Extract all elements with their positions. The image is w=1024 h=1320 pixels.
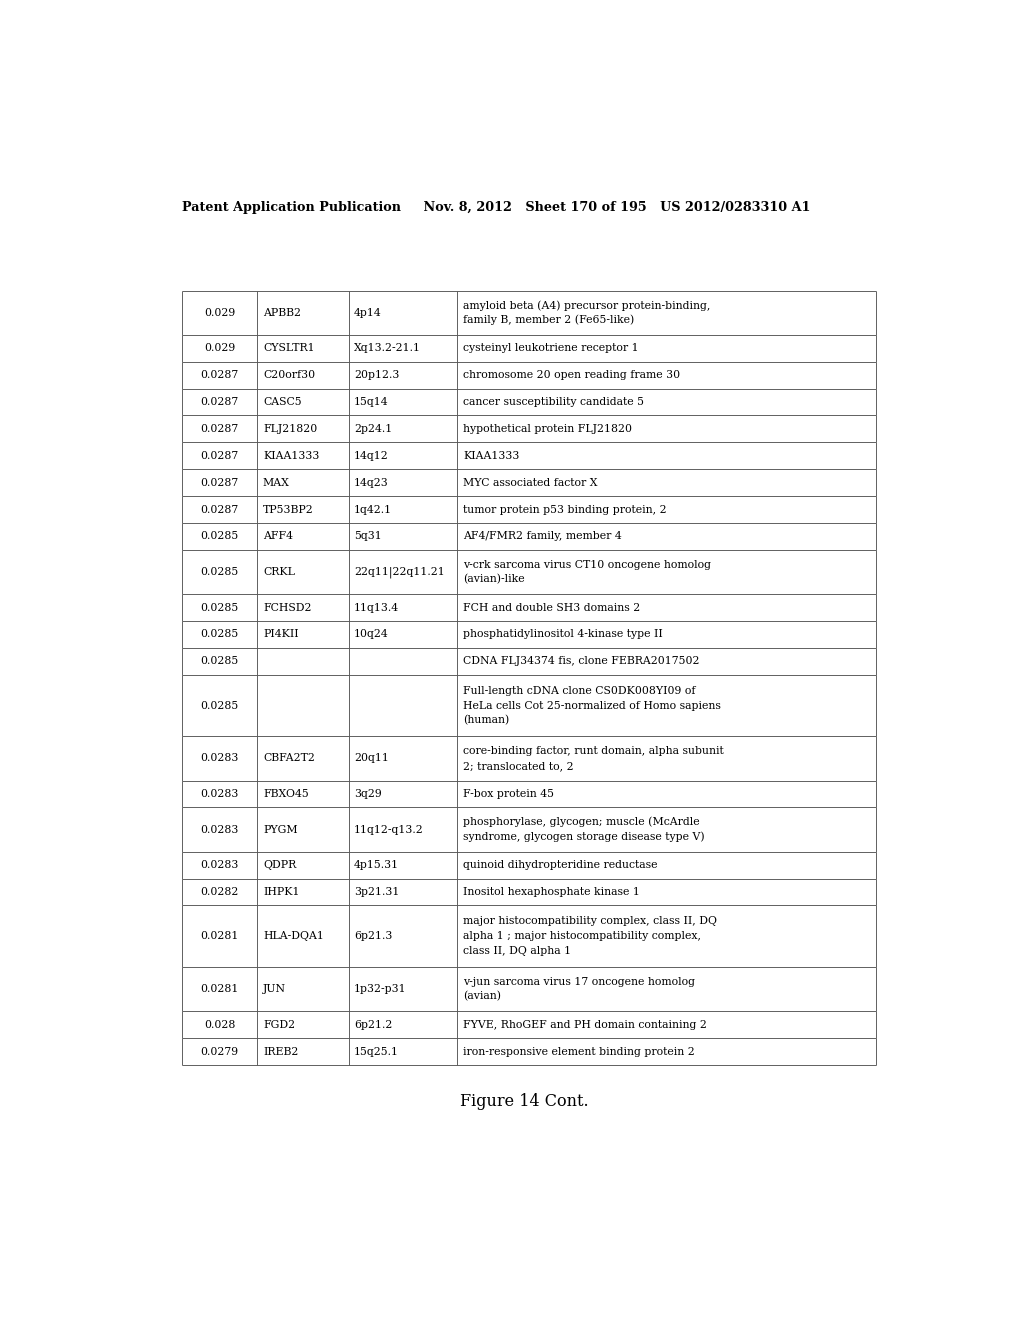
Text: KIAA1333: KIAA1333: [263, 450, 319, 461]
Text: 0.0283: 0.0283: [201, 861, 239, 870]
Text: TP53BP2: TP53BP2: [263, 504, 313, 515]
Text: v-jun sarcoma virus 17 oncogene homolog: v-jun sarcoma virus 17 oncogene homolog: [463, 977, 695, 987]
Text: FCH and double SH3 domains 2: FCH and double SH3 domains 2: [463, 602, 640, 612]
Text: MYC associated factor X: MYC associated factor X: [463, 478, 597, 487]
Text: syndrome, glycogen storage disease type V): syndrome, glycogen storage disease type …: [463, 832, 705, 842]
Text: FGD2: FGD2: [263, 1019, 295, 1030]
Text: AF4/FMR2 family, member 4: AF4/FMR2 family, member 4: [463, 532, 622, 541]
Text: 0.0285: 0.0285: [201, 568, 239, 577]
Text: 0.0287: 0.0287: [201, 478, 239, 487]
Text: tumor protein p53 binding protein, 2: tumor protein p53 binding protein, 2: [463, 504, 667, 515]
Text: cancer susceptibility candidate 5: cancer susceptibility candidate 5: [463, 397, 644, 407]
Text: CBFA2T2: CBFA2T2: [263, 754, 314, 763]
Text: 10q24: 10q24: [354, 630, 389, 639]
Text: MAX: MAX: [263, 478, 290, 487]
Text: FBXO45: FBXO45: [263, 789, 308, 799]
Text: amyloid beta (A4) precursor protein-binding,: amyloid beta (A4) precursor protein-bind…: [463, 300, 711, 310]
Text: CDNA FLJ34374 fis, clone FEBRA2017502: CDNA FLJ34374 fis, clone FEBRA2017502: [463, 656, 699, 667]
Text: 4p14: 4p14: [354, 308, 382, 318]
Text: 0.0285: 0.0285: [201, 602, 239, 612]
Text: HeLa cells Cot 25-normalized of Homo sapiens: HeLa cells Cot 25-normalized of Homo sap…: [463, 701, 721, 710]
Text: family B, member 2 (Fe65-like): family B, member 2 (Fe65-like): [463, 314, 634, 325]
Text: 0.0283: 0.0283: [201, 754, 239, 763]
Text: 11q12-q13.2: 11q12-q13.2: [354, 825, 424, 834]
Text: QDPR: QDPR: [263, 861, 296, 870]
Text: hypothetical protein FLJ21820: hypothetical protein FLJ21820: [463, 424, 632, 434]
Text: 0.0285: 0.0285: [201, 701, 239, 710]
Text: 0.0281: 0.0281: [201, 985, 239, 994]
Text: 0.0285: 0.0285: [201, 532, 239, 541]
Text: 14q12: 14q12: [354, 450, 389, 461]
Text: Patent Application Publication     Nov. 8, 2012   Sheet 170 of 195   US 2012/028: Patent Application Publication Nov. 8, 2…: [182, 201, 810, 214]
Text: 2; translocated to, 2: 2; translocated to, 2: [463, 760, 573, 771]
Text: (avian)-like: (avian)-like: [463, 574, 524, 585]
Text: 0.028: 0.028: [204, 1019, 236, 1030]
Text: PI4KII: PI4KII: [263, 630, 299, 639]
Text: 0.0282: 0.0282: [201, 887, 239, 898]
Text: 0.0281: 0.0281: [201, 931, 239, 941]
Text: AFF4: AFF4: [263, 532, 293, 541]
Text: 0.0283: 0.0283: [201, 825, 239, 834]
Text: FCHSD2: FCHSD2: [263, 602, 311, 612]
Text: KIAA1333: KIAA1333: [463, 450, 519, 461]
Text: Xq13.2-21.1: Xq13.2-21.1: [354, 343, 421, 354]
Text: iron-responsive element binding protein 2: iron-responsive element binding protein …: [463, 1047, 694, 1056]
Text: 22q11|22q11.21: 22q11|22q11.21: [354, 566, 444, 578]
Text: core-binding factor, runt domain, alpha subunit: core-binding factor, runt domain, alpha …: [463, 746, 724, 756]
Text: Figure 14 Cont.: Figure 14 Cont.: [461, 1093, 589, 1110]
Text: 0.0287: 0.0287: [201, 424, 239, 434]
Text: phosphorylase, glycogen; muscle (McArdle: phosphorylase, glycogen; muscle (McArdle: [463, 817, 699, 828]
Text: 0.0285: 0.0285: [201, 656, 239, 667]
Text: 0.029: 0.029: [204, 343, 236, 354]
Text: FLJ21820: FLJ21820: [263, 424, 317, 434]
Text: 6p21.3: 6p21.3: [354, 931, 392, 941]
Text: 0.0283: 0.0283: [201, 789, 239, 799]
Text: quinoid dihydropteridine reductase: quinoid dihydropteridine reductase: [463, 861, 657, 870]
Text: alpha 1 ; major histocompatibility complex,: alpha 1 ; major histocompatibility compl…: [463, 931, 700, 941]
Text: C20orf30: C20orf30: [263, 370, 315, 380]
Text: 20q11: 20q11: [354, 754, 389, 763]
Text: major histocompatibility complex, class II, DQ: major histocompatibility complex, class …: [463, 916, 717, 927]
Text: 5q31: 5q31: [354, 532, 382, 541]
Text: phosphatidylinositol 4-kinase type II: phosphatidylinositol 4-kinase type II: [463, 630, 663, 639]
Text: (avian): (avian): [463, 991, 501, 1002]
Text: 15q25.1: 15q25.1: [354, 1047, 399, 1056]
Text: 15q14: 15q14: [354, 397, 389, 407]
Text: F-box protein 45: F-box protein 45: [463, 789, 554, 799]
Text: 3q29: 3q29: [354, 789, 382, 799]
Text: Inositol hexaphosphate kinase 1: Inositol hexaphosphate kinase 1: [463, 887, 640, 898]
Text: 0.0279: 0.0279: [201, 1047, 239, 1056]
Text: APBB2: APBB2: [263, 308, 301, 318]
Text: 0.0287: 0.0287: [201, 450, 239, 461]
Text: v-crk sarcoma virus CT10 oncogene homolog: v-crk sarcoma virus CT10 oncogene homolo…: [463, 560, 711, 570]
Text: JUN: JUN: [263, 985, 286, 994]
Text: CRKL: CRKL: [263, 568, 295, 577]
Text: FYVE, RhoGEF and PH domain containing 2: FYVE, RhoGEF and PH domain containing 2: [463, 1019, 707, 1030]
Text: 0.0285: 0.0285: [201, 630, 239, 639]
Text: class II, DQ alpha 1: class II, DQ alpha 1: [463, 946, 571, 956]
Text: HLA-DQA1: HLA-DQA1: [263, 931, 324, 941]
Text: 1q42.1: 1q42.1: [354, 504, 392, 515]
Text: 1p32-p31: 1p32-p31: [354, 985, 407, 994]
Text: 0.029: 0.029: [204, 308, 236, 318]
Text: chromosome 20 open reading frame 30: chromosome 20 open reading frame 30: [463, 370, 680, 380]
Text: 6p21.2: 6p21.2: [354, 1019, 392, 1030]
Text: Full-length cDNA clone CS0DK008YI09 of: Full-length cDNA clone CS0DK008YI09 of: [463, 686, 695, 696]
Text: (human): (human): [463, 715, 509, 726]
Text: PYGM: PYGM: [263, 825, 298, 834]
Text: CASC5: CASC5: [263, 397, 301, 407]
Text: IHPK1: IHPK1: [263, 887, 299, 898]
Text: 11q13.4: 11q13.4: [354, 602, 399, 612]
Text: 3p21.31: 3p21.31: [354, 887, 399, 898]
Text: 0.0287: 0.0287: [201, 504, 239, 515]
Text: 2p24.1: 2p24.1: [354, 424, 392, 434]
Text: cysteinyl leukotriene receptor 1: cysteinyl leukotriene receptor 1: [463, 343, 639, 354]
Text: 14q23: 14q23: [354, 478, 389, 487]
Text: 0.0287: 0.0287: [201, 370, 239, 380]
Text: CYSLTR1: CYSLTR1: [263, 343, 314, 354]
Text: 4p15.31: 4p15.31: [354, 861, 399, 870]
Text: 0.0287: 0.0287: [201, 397, 239, 407]
Text: 20p12.3: 20p12.3: [354, 370, 399, 380]
Text: IREB2: IREB2: [263, 1047, 298, 1056]
